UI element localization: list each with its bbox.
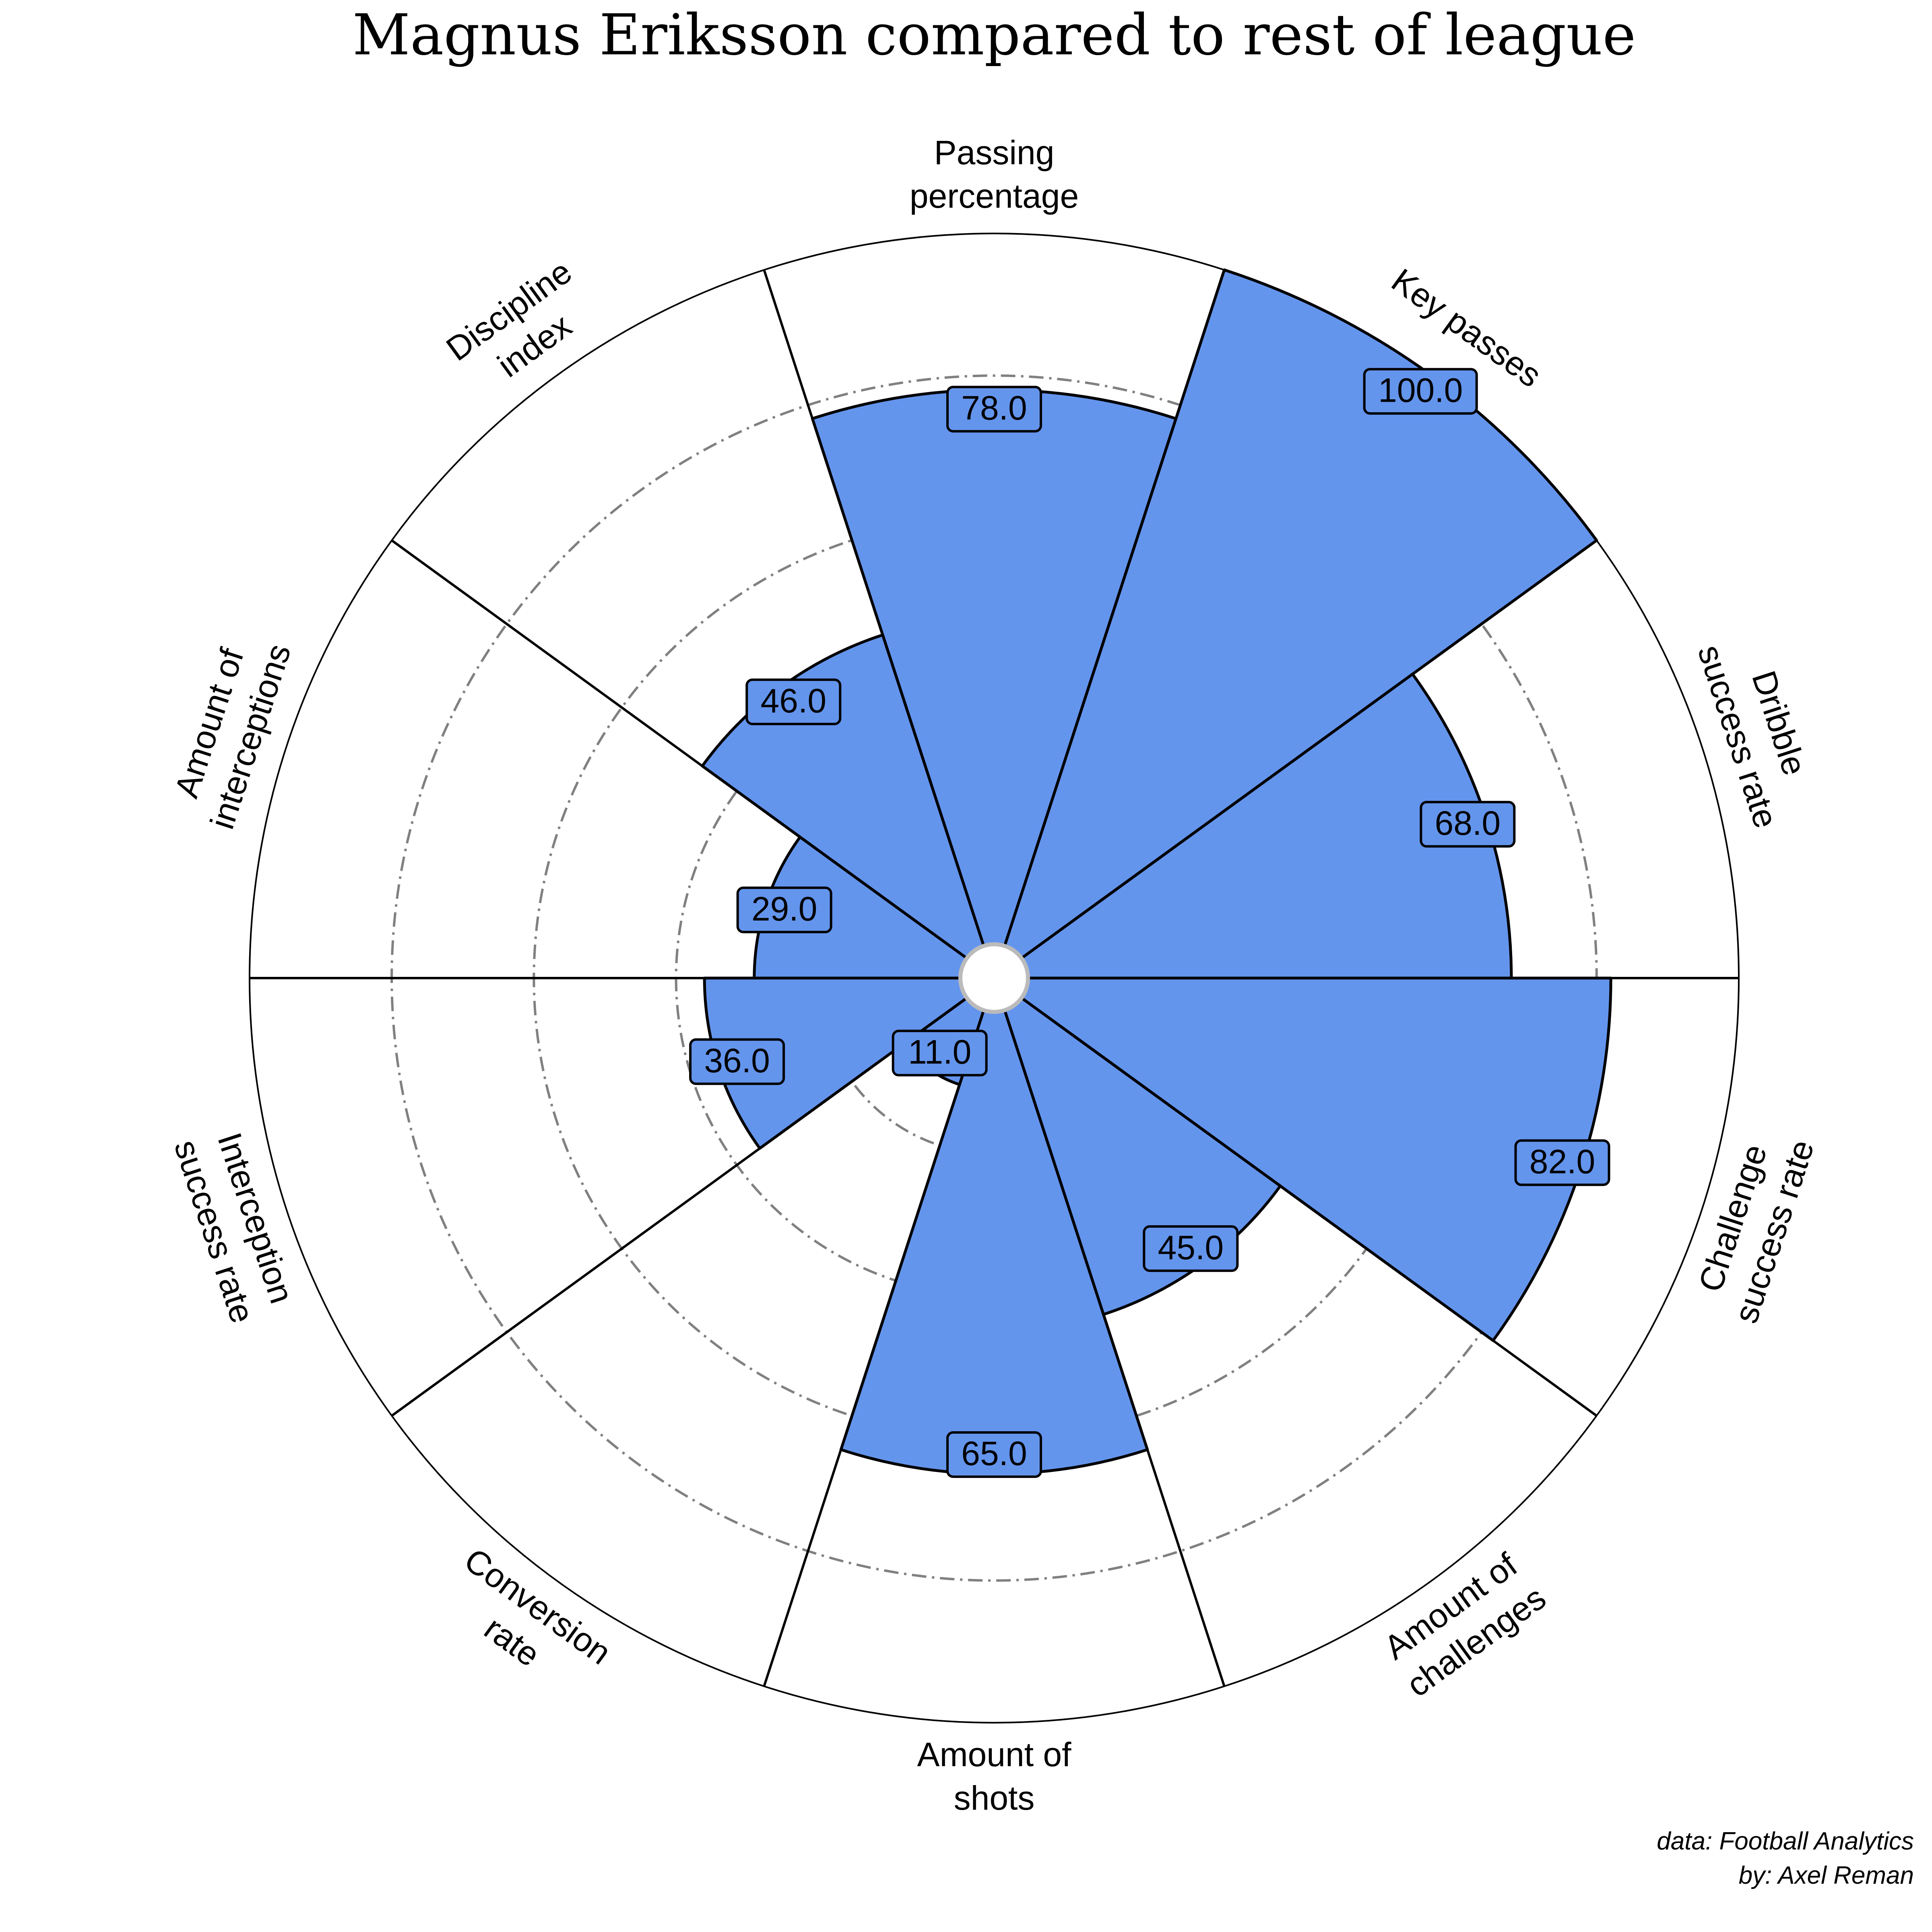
value-label-box xyxy=(1363,368,1478,415)
slices xyxy=(701,268,1612,1476)
value-label-box xyxy=(1514,1139,1610,1186)
value-label-box xyxy=(745,678,842,725)
value-label: 46.0 xyxy=(745,678,842,725)
value-label-text: 82.0 xyxy=(1530,1143,1596,1181)
value-label: 78.0 xyxy=(946,386,1042,433)
value-label-text: 65.0 xyxy=(961,1435,1027,1472)
parameter-label: Passing percentage xyxy=(910,134,1079,215)
value-label-text: 68.0 xyxy=(1435,804,1501,842)
value-label-box xyxy=(689,1038,785,1085)
value-label-box xyxy=(736,886,832,933)
value-label: 36.0 xyxy=(689,1038,785,1085)
center-circle xyxy=(958,942,1030,1014)
spoke-line xyxy=(391,539,968,960)
value-label-box xyxy=(892,1030,988,1077)
spoke-line xyxy=(1021,539,1598,960)
value-label-box xyxy=(946,1431,1042,1478)
value-label-text: 29.0 xyxy=(751,890,817,928)
value-label: 100.0 xyxy=(1363,368,1478,415)
value-label-text: 100.0 xyxy=(1378,371,1463,409)
spoke-line xyxy=(1003,1009,1226,1687)
value-label-text: 46.0 xyxy=(761,682,827,720)
spoke-line xyxy=(1021,997,1598,1417)
value-label-text: 36.0 xyxy=(704,1042,770,1080)
value-label-text: 78.0 xyxy=(961,389,1027,427)
spoke-line xyxy=(1003,269,1226,947)
value-label: 45.0 xyxy=(1143,1225,1239,1272)
value-label-text: 45.0 xyxy=(1158,1228,1224,1266)
value-label-box xyxy=(946,386,1042,433)
value-label-text: 11.0 xyxy=(908,1033,971,1071)
parameter-label-line: percentage xyxy=(910,177,1079,215)
value-labels: 78.0 100.0 68.0 82.0 45.0 65.0 11.0 36.0 29.0 46.… xyxy=(689,368,1610,1478)
outer-circle xyxy=(249,233,1740,1724)
value-label-box xyxy=(1143,1225,1239,1272)
spoke-line xyxy=(391,997,968,1417)
value-label: 29.0 xyxy=(736,886,832,933)
parameter-label-line: Passing xyxy=(934,134,1055,171)
spokes xyxy=(250,269,1739,1687)
value-label: 68.0 xyxy=(1420,801,1516,848)
value-label: 11.0 xyxy=(892,1030,988,1077)
value-label: 82.0 xyxy=(1514,1139,1610,1186)
chart-title: Magnus Eriksson compared to rest of leag… xyxy=(353,2,1636,68)
spoke-line xyxy=(763,269,985,947)
credit-data-source: data: Football Analytics xyxy=(1657,1827,1914,1855)
parameter-label: Amount of shots xyxy=(917,1736,1072,1817)
value-label: 65.0 xyxy=(946,1431,1042,1478)
spoke-line xyxy=(763,1009,985,1687)
parameter-label-line: shots xyxy=(954,1779,1035,1817)
credit-author: by: Axel Reman xyxy=(1739,1862,1914,1889)
parameter-label-line: Amount of xyxy=(917,1736,1072,1773)
value-label-box xyxy=(1420,801,1516,848)
